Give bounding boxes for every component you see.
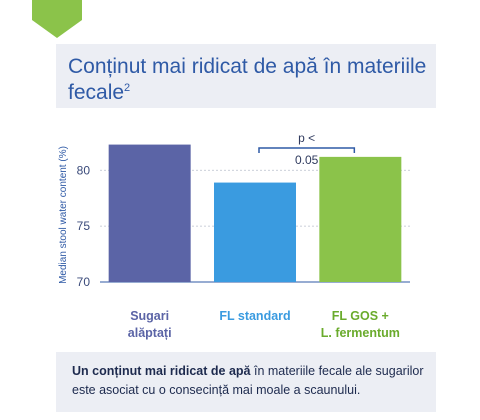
badge-chevron	[32, 0, 82, 38]
bar	[214, 182, 296, 282]
badge-shape	[32, 0, 82, 38]
footer-text: Un conținut mai ridicat de apă în materi…	[72, 362, 428, 400]
p-value-number: 0.05	[295, 153, 319, 167]
significance-bracket	[258, 147, 356, 153]
chart-title-text: Conținut mai ridicat de apă în materiile…	[68, 55, 427, 104]
category-label: FL standard	[219, 309, 290, 323]
category-label: Sugari	[130, 309, 169, 323]
footer-rest: în materiile fecale ale sugarilor este a…	[72, 364, 424, 397]
y-axis-ticks: 70 75 80	[77, 163, 91, 289]
y-tick-label: 75	[77, 219, 91, 233]
category-label: L. fermentum	[321, 326, 400, 340]
title-panel: Conținut mai ridicat de apă în materiile…	[56, 44, 436, 108]
bar	[319, 156, 402, 282]
category-labels: Sugari alăptați FL standard FL GOS + L. ferm…	[128, 309, 400, 340]
footer-bold: Un conținut mai ridicat de apă	[72, 364, 251, 378]
category-label: FL GOS +	[332, 309, 389, 323]
chart-title-footnote: 2	[124, 82, 131, 94]
bar-chart: 70 75 80 p < 0.05 Sugari alăptați FL standard…	[58, 131, 410, 340]
chart-title: Conținut mai ridicat de apă în materiile…	[68, 54, 428, 106]
category-label: alăptați	[128, 326, 172, 340]
bar	[108, 144, 191, 282]
bars	[108, 144, 402, 282]
y-tick-label: 70	[77, 275, 91, 289]
y-axis-label: Median stool water content (%)	[58, 146, 69, 284]
y-tick-label: 80	[77, 163, 91, 177]
footer-panel: Un conținut mai ridicat de apă în materi…	[56, 352, 436, 412]
significance-annotation: p < 0.05	[258, 131, 356, 167]
p-value-label: p <	[298, 131, 315, 145]
